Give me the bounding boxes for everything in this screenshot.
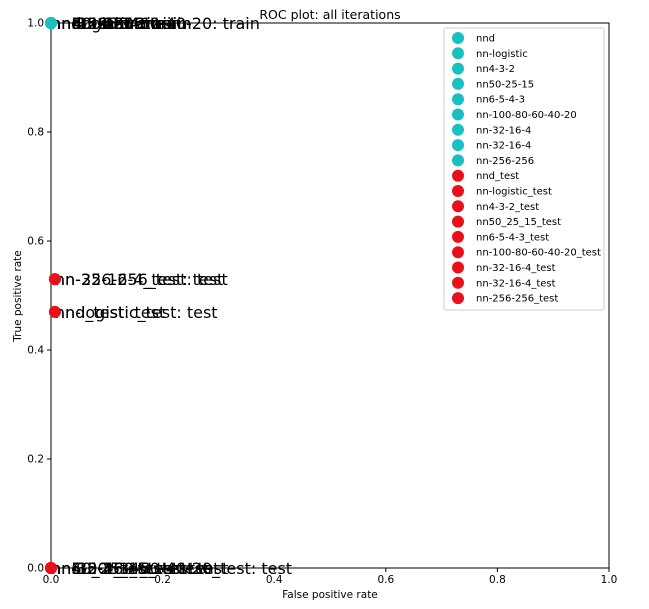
legend-marker	[452, 261, 464, 274]
x-axis-label: False positive rate	[282, 589, 378, 601]
point-annotation: nn-256-256_test: test	[55, 270, 228, 290]
legend-label: nn50_25_15_test	[476, 217, 561, 228]
legend-marker	[452, 47, 464, 60]
point-annotation: nn-100-80-60-40-20_test: test	[51, 559, 292, 579]
legend-label: nn-100-80-60-40-20_test	[476, 248, 601, 259]
point-annotation: nn-32-16-4_test: test	[55, 270, 223, 290]
point-annotation: nn-32-16-4_test: test	[51, 559, 219, 579]
legend-label: nn-100-80-60-40-20	[476, 110, 577, 121]
legend-marker	[452, 292, 464, 305]
y-tick-label: 0.2	[27, 454, 44, 466]
tick-layer: 0.00.0 0.2 0.2 0.4 0.4 0.6 0.6 0.8 0.8 1.0 1.0	[27, 18, 617, 587]
plot-area-frame	[50, 22, 610, 569]
legend-label: nn-logistic	[476, 49, 528, 60]
data-point	[45, 562, 57, 574]
point-annotation: nn50_25_15_test: test	[51, 559, 228, 579]
legend-marker	[452, 230, 464, 243]
chart-title: ROC plot: all iterations	[259, 7, 400, 22]
legend-label: nn-32-16-4_test	[476, 278, 556, 289]
data-point	[48, 273, 61, 286]
y-axis-label: True positive rate	[12, 250, 24, 343]
point-annotation: nn6-5-4-3_test: test	[51, 559, 209, 579]
x-tick-label: 1.0	[601, 574, 618, 586]
x-tick-label: 0.0	[43, 574, 60, 586]
legend-label: nnd_test	[476, 171, 519, 182]
x-tick-label: 0.8	[489, 574, 506, 586]
x-tick-label: 0.6	[377, 574, 394, 586]
legend-label: nn-logistic_test	[476, 187, 552, 198]
legend-label: nn-256-256_test	[476, 294, 558, 305]
legend-label: nn4-3-2_test	[476, 202, 539, 213]
legend-label: nn6-5-4-3_test	[476, 232, 549, 243]
legend-marker	[452, 123, 464, 136]
y-tick-label: 0.0	[27, 563, 44, 575]
legend-marker	[452, 77, 464, 90]
legend-label: nn-32-16-4	[476, 125, 531, 136]
data-point	[45, 17, 57, 29]
y-tick-label: 0.8	[27, 127, 44, 139]
legend-label: nn-256-256	[476, 156, 534, 167]
legend-box	[443, 27, 605, 311]
marker-layer	[45, 17, 61, 574]
legend-label: nn-32-16-4	[476, 141, 531, 152]
legend-marker	[452, 154, 464, 167]
y-tick-label: 1.0	[27, 18, 44, 30]
legend-marker	[452, 200, 464, 213]
legend-marker	[452, 62, 464, 75]
legend-marker	[452, 93, 464, 106]
legend-marker	[452, 185, 464, 197]
legend-marker	[452, 169, 464, 182]
point-annotation: nn-logistic_test: test	[55, 303, 218, 323]
legend-label: nn50-25-15	[476, 79, 534, 90]
data-point	[48, 305, 61, 318]
point-annotation: nnd_test: test	[55, 303, 165, 323]
point-annotation: nn4-3-2_test: test	[51, 559, 193, 579]
x-tick-label: 0.4	[266, 574, 283, 586]
legend-marker	[452, 246, 464, 259]
legend-label: nnd	[476, 34, 495, 45]
legend-label: nn4-3-2	[476, 64, 515, 75]
legend-marker	[452, 215, 464, 228]
y-tick-label: 0.6	[27, 236, 44, 248]
legend-label: nn6-5-4-3	[476, 95, 525, 106]
legend-label: nn-32-16-4_test	[476, 263, 556, 274]
legend-marker	[452, 32, 464, 44]
legend-marker	[452, 139, 464, 152]
legend: nnd nn-logistic nn4-3-2 nn50-25-15 nn6-5-4-3…	[443, 27, 605, 311]
y-tick-label: 0.4	[27, 345, 44, 357]
x-tick-label: 0.2	[154, 574, 171, 586]
legend-marker	[452, 108, 464, 121]
legend-marker	[452, 276, 464, 289]
